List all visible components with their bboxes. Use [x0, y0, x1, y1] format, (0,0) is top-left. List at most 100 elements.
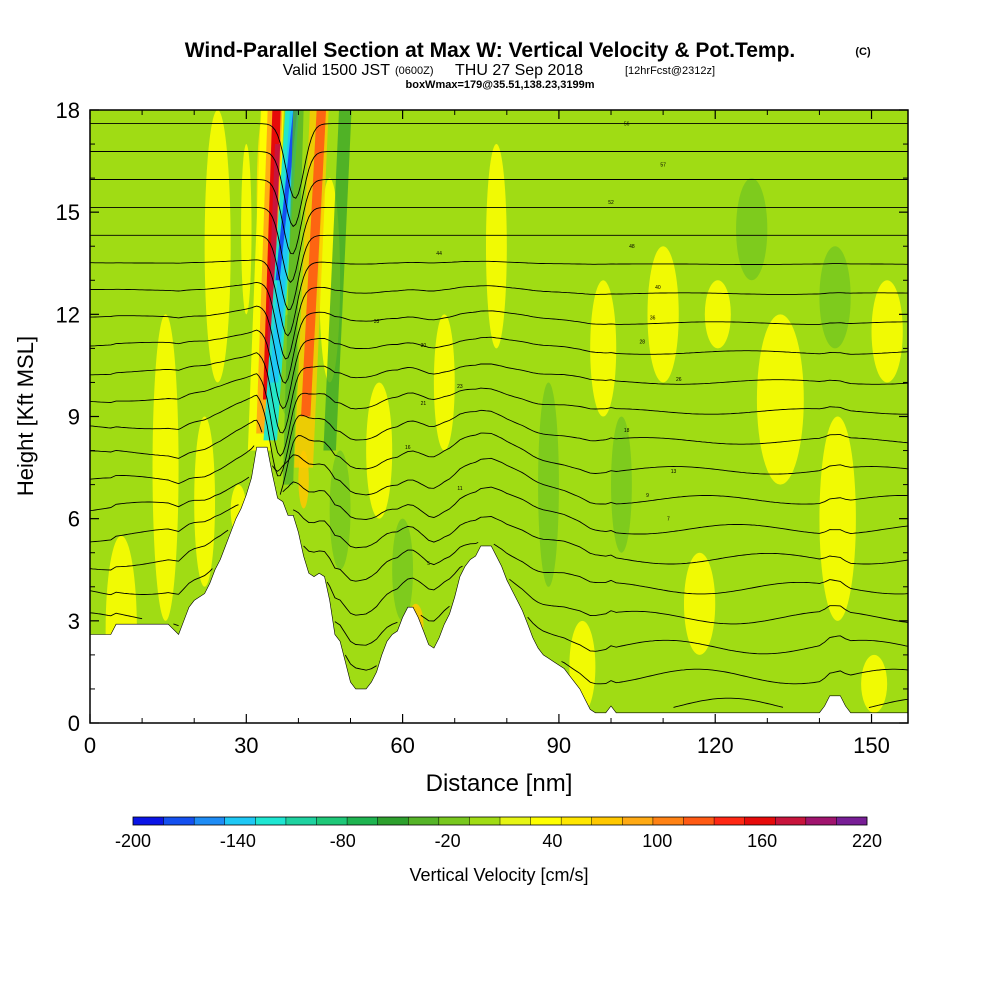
box-info-label: boxWmax=179@35.51,138.23,3199m — [406, 79, 595, 91]
colorbar-tick-label: 40 — [542, 831, 562, 851]
velocity-cell — [871, 280, 903, 383]
colorbar-swatch — [408, 817, 440, 825]
isentrope-line — [90, 373, 908, 457]
x-tick-label: 150 — [853, 733, 890, 758]
isentrope-line — [90, 305, 908, 384]
contour-label: 21 — [421, 401, 427, 407]
x-axis: 0 30 60 90 120 150 — [84, 110, 890, 758]
plot-area: 56 57 52 48 44 40 36 33 30 28 26 23 21 18 16 13 11 9 7 5 — [90, 110, 908, 723]
isentrope-line — [90, 259, 908, 337]
velocity-cell — [485, 144, 507, 349]
y-tick-label: 0 — [68, 711, 80, 736]
colorbar-swatch — [775, 817, 807, 825]
velocity-cell — [152, 314, 179, 621]
y-tick-label: 18 — [56, 98, 80, 123]
velocity-cell — [683, 552, 716, 655]
colorbar-swatch — [622, 817, 654, 825]
colorbar-swatch — [224, 817, 256, 825]
isentrope-line — [90, 565, 908, 625]
isentrope-line — [90, 605, 908, 655]
contour-label: 36 — [650, 316, 656, 322]
colorbar-tick-label: -200 — [115, 831, 151, 851]
colorbar-swatch — [163, 817, 195, 825]
isentrope-line — [90, 234, 908, 311]
chart-subtitle: Valid 1500 JST (0600Z) THU 27 Sep 2018 [… — [283, 62, 715, 79]
colorbar-tick-label: 160 — [747, 831, 777, 851]
isentrope-line — [344, 654, 908, 685]
velocity-cell — [241, 144, 252, 315]
velocity-cell — [611, 416, 632, 553]
velocity-cell — [647, 246, 679, 383]
x-tick-label: 60 — [390, 733, 414, 758]
contour-label: 5 — [427, 561, 430, 567]
velocity-cell — [704, 280, 731, 349]
isentrope-line — [90, 504, 908, 565]
colorbar-swatch — [316, 817, 348, 825]
isentrope-line — [673, 697, 908, 709]
y-tick-label: 15 — [56, 200, 80, 225]
isentrope-line — [90, 529, 908, 595]
isentrope-line — [90, 352, 908, 434]
isentrope-line — [90, 476, 908, 535]
contour-label: 13 — [671, 469, 677, 475]
isentrope-line — [90, 419, 908, 495]
plume-band — [269, 110, 299, 383]
colorbar-tick-label: -20 — [435, 831, 461, 851]
isentrope-contours: 56 57 52 48 44 40 36 33 30 28 26 23 21 18 16 13 11 9 7 5 — [90, 122, 908, 709]
valid-date: THU 27 Sep 2018 — [455, 62, 583, 79]
colorbar-swatch — [683, 817, 715, 825]
velocity-cell — [194, 416, 216, 587]
velocity-cell — [329, 450, 351, 570]
velocity-cell — [392, 518, 414, 621]
velocity-field — [105, 110, 903, 723]
colorbar-swatch — [255, 817, 287, 825]
velocity-cell — [204, 110, 231, 383]
colorbar-swatch — [591, 817, 623, 825]
velocity-cell — [538, 382, 559, 587]
colorbar-tick-label: -80 — [330, 831, 356, 851]
velocity-cell — [366, 382, 393, 519]
y-axis-title: Height [Kft MSL] — [13, 336, 38, 496]
contour-label: 56 — [624, 122, 630, 128]
y-tick-label: 9 — [68, 405, 80, 430]
contour-label: 57 — [660, 162, 666, 168]
isentrope-line — [90, 394, 908, 477]
plume-band — [323, 110, 352, 451]
isentrope-line — [90, 281, 908, 360]
x-axis-title: Distance [nm] — [426, 770, 573, 797]
contour-label: 30 — [421, 343, 427, 349]
contour-label: 16 — [405, 445, 411, 451]
contour-label: 33 — [374, 319, 380, 325]
contour-label: 11 — [457, 486, 462, 492]
colorbar-swatch — [500, 817, 531, 825]
y-tick-label: 6 — [68, 507, 80, 532]
contour-label: 18 — [624, 428, 630, 434]
colorbar-swatch — [133, 817, 164, 825]
contour-label: 26 — [676, 377, 682, 383]
velocity-cell — [861, 654, 888, 713]
colorbar-swatch — [561, 817, 593, 825]
x-tick-label: 0 — [84, 733, 96, 758]
velocity-cell — [736, 178, 768, 281]
velocity-cell — [433, 314, 455, 451]
colorbar-tick-label: -140 — [220, 831, 256, 851]
y-tick-label: 3 — [68, 609, 80, 634]
contour-label: 52 — [608, 200, 614, 206]
colorbar-swatch — [836, 817, 868, 825]
colorbar-swatch — [530, 817, 562, 825]
colorbar: -200 -140 -80 -20 40 100 160 220 — [115, 816, 882, 851]
terrain-mask — [90, 446, 908, 723]
contour-label: 44 — [436, 251, 442, 257]
contour-label: 28 — [639, 340, 645, 346]
colorbar-tick-label: 100 — [642, 831, 672, 851]
colorbar-swatch — [285, 817, 317, 825]
valid-time-label: Valid 1500 JST — [283, 62, 391, 79]
contour-label: 9 — [646, 493, 649, 499]
isentrope-line — [90, 329, 908, 410]
colorbar-swatch — [438, 817, 470, 825]
forecast-label: [12hrFcst@2312z] — [625, 65, 715, 77]
isentrope-line — [90, 151, 908, 228]
contour-label: 7 — [667, 517, 670, 523]
